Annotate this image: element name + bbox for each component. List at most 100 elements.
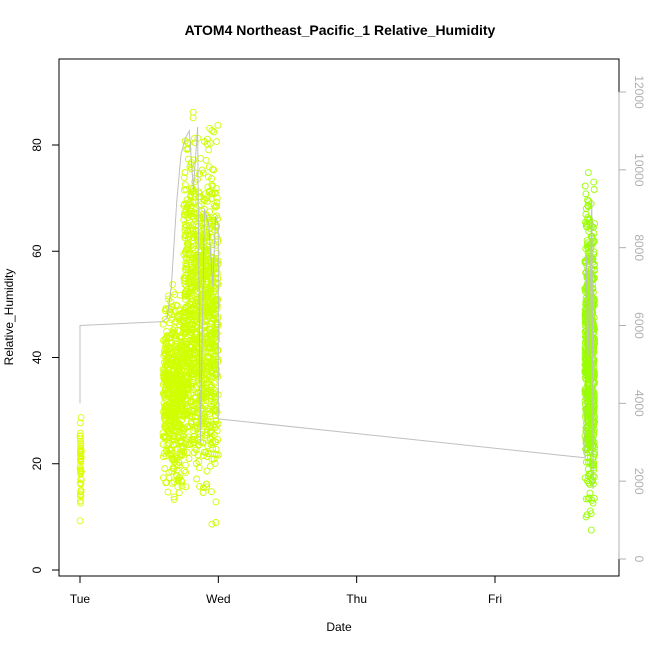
data-point [191, 413, 199, 421]
data-point [169, 464, 177, 472]
data-point [199, 489, 207, 496]
data-point [584, 216, 592, 223]
data-point [203, 453, 211, 460]
data-point [202, 156, 210, 164]
data-point [209, 296, 217, 304]
data-point [590, 328, 598, 336]
data-point [204, 246, 212, 254]
data-point [203, 483, 211, 491]
data-point [582, 445, 590, 453]
data-point [176, 333, 183, 340]
data-point [587, 373, 595, 381]
y2-tick-label: 8000 [632, 234, 646, 261]
y2-tick-label: 10000 [632, 153, 646, 187]
data-point [185, 311, 193, 319]
data-point [175, 458, 183, 466]
data-point [163, 433, 170, 441]
data-point [199, 439, 207, 447]
data-point [203, 194, 211, 202]
data-point [212, 450, 220, 458]
chart-title: ATOM4 Northeast_Pacific_1 Relative_Humid… [185, 22, 496, 38]
data-point [584, 203, 592, 210]
data-point [591, 418, 598, 426]
data-point [582, 458, 590, 466]
data-point [166, 319, 174, 327]
data-point [582, 190, 590, 198]
data-point [214, 121, 222, 129]
data-point [188, 292, 196, 300]
data-point [583, 241, 591, 249]
data-point [201, 323, 209, 330]
data-point [201, 266, 209, 274]
data-point [172, 375, 180, 383]
data-point [203, 429, 211, 436]
data-point [169, 441, 177, 449]
altitude-line-layer [79, 126, 594, 489]
data-point [584, 169, 592, 177]
data-point [583, 477, 591, 485]
data-point [77, 480, 85, 488]
data-point [213, 333, 220, 341]
x-tick-label: Tue [70, 592, 91, 606]
data-point [77, 467, 85, 475]
data-point [180, 337, 188, 345]
data-point [76, 432, 84, 440]
data-point [212, 519, 220, 526]
data-point [182, 185, 190, 193]
data-point [590, 380, 598, 388]
data-point [202, 359, 210, 367]
data-point [587, 526, 595, 534]
data-point [170, 465, 178, 472]
data-point [77, 488, 84, 496]
data-point [174, 477, 182, 485]
data-point [192, 328, 200, 336]
data-point [587, 446, 595, 454]
data-point [173, 302, 181, 310]
data-point [195, 202, 203, 210]
data-point [178, 478, 186, 486]
data-point [210, 128, 218, 136]
data-point [590, 178, 598, 186]
data-point [76, 517, 84, 525]
data-point [209, 307, 216, 315]
data-point [182, 483, 190, 491]
data-point [183, 145, 191, 153]
data-point [196, 264, 203, 272]
data-point [187, 398, 195, 406]
data-point [200, 303, 208, 311]
data-point [181, 234, 189, 242]
data-point [583, 406, 591, 414]
data-point [204, 442, 212, 450]
data-point [183, 449, 191, 456]
data-point [161, 350, 169, 358]
data-point [186, 310, 194, 318]
data-point [189, 234, 197, 241]
data-point [168, 408, 176, 416]
data-point [198, 397, 206, 405]
data-point [172, 337, 180, 345]
data-point [208, 348, 216, 356]
data-point [162, 376, 170, 384]
data-point [183, 240, 191, 248]
data-point [175, 358, 183, 366]
data-point [182, 259, 190, 267]
data-point [185, 349, 192, 357]
y-tick-label: 0 [30, 566, 44, 573]
data-point [207, 381, 215, 389]
data-point [163, 354, 171, 362]
data-point [161, 390, 169, 398]
data-point [590, 186, 598, 193]
data-point [175, 314, 183, 322]
data-point [164, 361, 171, 369]
data-point [201, 320, 209, 328]
data-point [165, 440, 173, 448]
data-point [210, 364, 218, 372]
data-point [200, 307, 208, 315]
data-point [161, 465, 169, 472]
data-point [213, 138, 220, 146]
data-point [590, 400, 598, 408]
data-point [180, 449, 188, 457]
data-point [213, 222, 221, 230]
data-point [180, 349, 188, 357]
data-point [76, 451, 84, 459]
